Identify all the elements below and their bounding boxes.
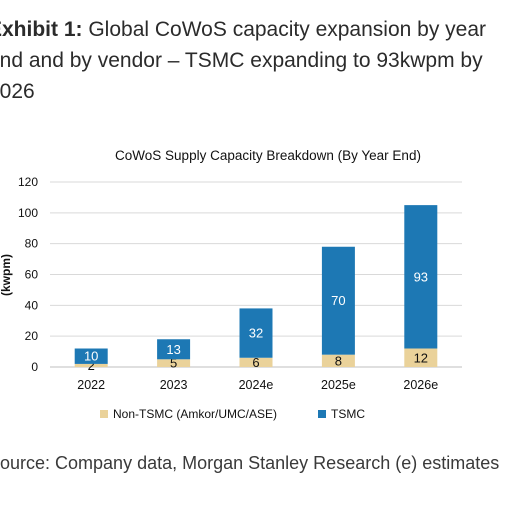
- data-label-non-tsmc-2023: 5: [170, 356, 177, 371]
- y-tick-0: 0: [31, 360, 38, 374]
- data-label-tsmc-2022: 10: [84, 349, 98, 364]
- chart-title: CoWoS Supply Capacity Breakdown (By Year…: [115, 148, 421, 163]
- data-label-non-tsmc-2025e: 8: [335, 353, 342, 368]
- y-tick-60: 60: [25, 268, 39, 282]
- source-note: Source: Company data, Morgan Stanley Res…: [0, 453, 500, 473]
- y-tick-80: 80: [25, 237, 39, 251]
- data-label-tsmc-2023: 13: [166, 342, 180, 357]
- bar-tsmc-2025e: [321, 246, 355, 355]
- y-tick-40: 40: [25, 298, 39, 312]
- data-label-non-tsmc-2026e: 12: [414, 350, 428, 365]
- bar-tsmc-2024e: [239, 308, 273, 358]
- x-tick-labels: 2022 2023 2024e 2025e 2026e: [77, 378, 438, 392]
- x-tick-2022: 2022: [77, 378, 105, 392]
- data-label-tsmc-2026e: 93: [414, 269, 428, 284]
- x-tick-2023: 2023: [160, 378, 188, 392]
- legend-swatch-tsmc: [318, 410, 326, 418]
- y-tick-20: 20: [25, 329, 39, 343]
- x-tick-2026e: 2026e: [403, 378, 438, 392]
- data-label-non-tsmc-2024e: 6: [252, 355, 259, 370]
- x-tick-2024e: 2024e: [239, 378, 274, 392]
- legend-swatch-non-tsmc: [100, 410, 108, 418]
- exhibit-title-text: Global CoWoS capacity expansion by year …: [0, 18, 487, 103]
- legend: Non-TSMC (Amkor/UMC/ASE) TSMC: [100, 407, 365, 421]
- y-axis-label: (kwpm): [0, 254, 13, 296]
- legend-label-non-tsmc: Non-TSMC (Amkor/UMC/ASE): [113, 407, 277, 421]
- data-label-tsmc-2025e: 70: [331, 293, 345, 308]
- data-label-tsmc-2024e: 32: [249, 326, 263, 341]
- bar-tsmc-2023: [157, 339, 191, 360]
- bar-tsmc-2022: [74, 348, 108, 364]
- y-tick-120: 120: [18, 175, 38, 189]
- data-label-non-tsmc-2022: 2: [88, 358, 95, 373]
- bar-non-tsmc-2024e: [239, 357, 273, 367]
- bar-non-tsmc-2026e: [404, 348, 438, 367]
- y-tick-labels: 0 20 40 60 80 100 120: [18, 175, 38, 374]
- gridlines: [50, 181, 462, 368]
- exhibit-label: Exhibit 1:: [0, 18, 83, 41]
- bars: 210 513 6 32 8 70 12 93: [74, 205, 438, 373]
- x-tick-2025e: 2025e: [321, 378, 356, 392]
- y-tick-100: 100: [18, 206, 38, 220]
- bar-non-tsmc-2025e: [321, 354, 355, 367]
- legend-label-tsmc: TSMC: [331, 407, 365, 421]
- bar-tsmc-2026e: [404, 205, 438, 349]
- bar-non-tsmc-2022: [74, 363, 108, 367]
- exhibit-title: Exhibit 1: Global CoWoS capacity expansi…: [0, 14, 508, 107]
- bar-non-tsmc-2023: [157, 359, 191, 367]
